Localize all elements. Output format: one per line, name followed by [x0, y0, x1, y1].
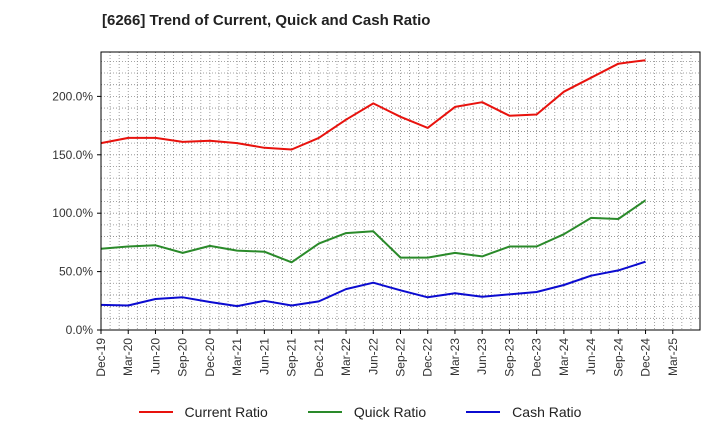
- x-tick-label: Jun-21: [257, 338, 271, 375]
- x-tick-label: Dec-22: [421, 338, 435, 377]
- y-tick-label: 100.0%: [52, 206, 93, 220]
- x-tick-label: Sep-21: [285, 338, 299, 377]
- x-tick-label: Jun-23: [475, 338, 489, 375]
- x-tick-label: Mar-22: [339, 338, 353, 376]
- x-tick-label: Sep-24: [611, 338, 625, 377]
- x-axis-ticks: Dec-19 Mar-20 Jun-20 Sep-20 Dec-20 Mar-21 Jun-…: [94, 330, 680, 377]
- legend-swatch-quick-ratio: [307, 411, 342, 413]
- x-tick-label: Dec-23: [530, 338, 544, 377]
- grid: [101, 52, 700, 330]
- x-tick-label: Dec-20: [203, 338, 217, 377]
- x-tick-label: Mar-24: [557, 338, 571, 376]
- y-tick-label: 50.0%: [59, 265, 93, 279]
- x-tick-label: Mar-23: [448, 338, 462, 376]
- legend-item-quick-ratio: Quick Ratio: [307, 404, 427, 420]
- series-line-quick-ratio: [100, 199, 647, 264]
- legend-label-current-ratio: Current Ratio: [184, 404, 268, 420]
- legend-swatch-cash-ratio: [466, 411, 501, 413]
- y-tick-label: 150.0%: [52, 148, 93, 162]
- legend-item-cash-ratio: Cash Ratio: [466, 404, 581, 420]
- x-tick-label: Mar-20: [121, 338, 135, 376]
- y-axis-ticks: 0.0% 50.0% 100.0% 150.0% 200.0%: [52, 89, 101, 337]
- chart-title: [6266] Trend of Current, Quick and Cash …: [102, 12, 431, 29]
- series-line-current-ratio: [100, 59, 646, 151]
- legend-item-current-ratio: Current Ratio: [138, 404, 268, 420]
- x-tick-label: Jun-20: [148, 338, 162, 375]
- series-lines: [100, 59, 647, 308]
- legend-label-quick-ratio: Quick Ratio: [353, 404, 427, 420]
- x-tick-label: Sep-23: [502, 338, 516, 377]
- x-tick-label: Sep-22: [394, 338, 408, 377]
- plot-frame: [100, 51, 701, 331]
- series-line-cash-ratio: [100, 260, 646, 308]
- y-tick-label: 0.0%: [66, 323, 94, 337]
- x-tick-label: Dec-19: [94, 338, 108, 377]
- legend-label-cash-ratio: Cash Ratio: [512, 404, 582, 420]
- y-tick-label: 200.0%: [52, 89, 93, 103]
- x-tick-label: Mar-25: [666, 338, 680, 376]
- x-tick-label: Sep-20: [176, 338, 190, 377]
- x-tick-label: Dec-21: [312, 338, 326, 377]
- x-tick-label: Dec-24: [639, 338, 653, 377]
- legend: Current Ratio Quick Ratio Cash Ratio: [0, 404, 720, 420]
- legend-swatch-current-ratio: [138, 411, 173, 413]
- x-tick-label: Jun-22: [366, 338, 380, 375]
- x-tick-label: Mar-21: [230, 338, 244, 376]
- x-tick-label: Jun-24: [584, 338, 598, 375]
